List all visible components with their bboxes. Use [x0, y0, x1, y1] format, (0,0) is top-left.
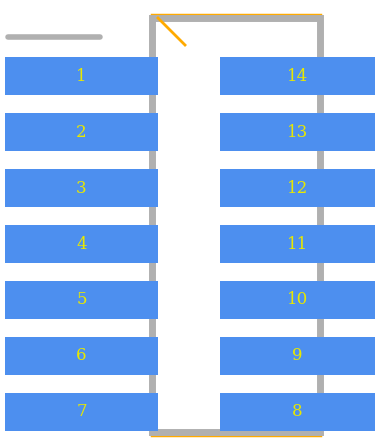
Bar	[220, 337, 375, 375]
Bar	[5, 393, 158, 431]
Text: 9: 9	[292, 348, 303, 365]
Text: 10: 10	[287, 292, 308, 309]
Bar	[5, 337, 158, 375]
Bar	[152, 18, 320, 432]
Bar	[220, 225, 375, 263]
Bar	[220, 57, 375, 95]
Text: 11: 11	[287, 235, 308, 253]
Text: 7: 7	[76, 404, 87, 420]
Text: 13: 13	[287, 123, 308, 140]
Bar	[5, 169, 158, 207]
Text: 8: 8	[292, 404, 303, 420]
Bar	[5, 281, 158, 319]
Text: 4: 4	[76, 235, 87, 253]
Bar	[220, 113, 375, 151]
Text: 1: 1	[76, 67, 87, 84]
Bar	[220, 281, 375, 319]
Bar	[220, 393, 375, 431]
Text: 14: 14	[287, 67, 308, 84]
Text: 2: 2	[76, 123, 87, 140]
Text: 3: 3	[76, 179, 87, 197]
Text: 6: 6	[76, 348, 87, 365]
Bar	[5, 57, 158, 95]
Text: 5: 5	[76, 292, 87, 309]
Bar	[152, 15, 320, 435]
Bar	[5, 225, 158, 263]
Bar	[220, 169, 375, 207]
Bar	[5, 113, 158, 151]
Text: 12: 12	[287, 179, 308, 197]
